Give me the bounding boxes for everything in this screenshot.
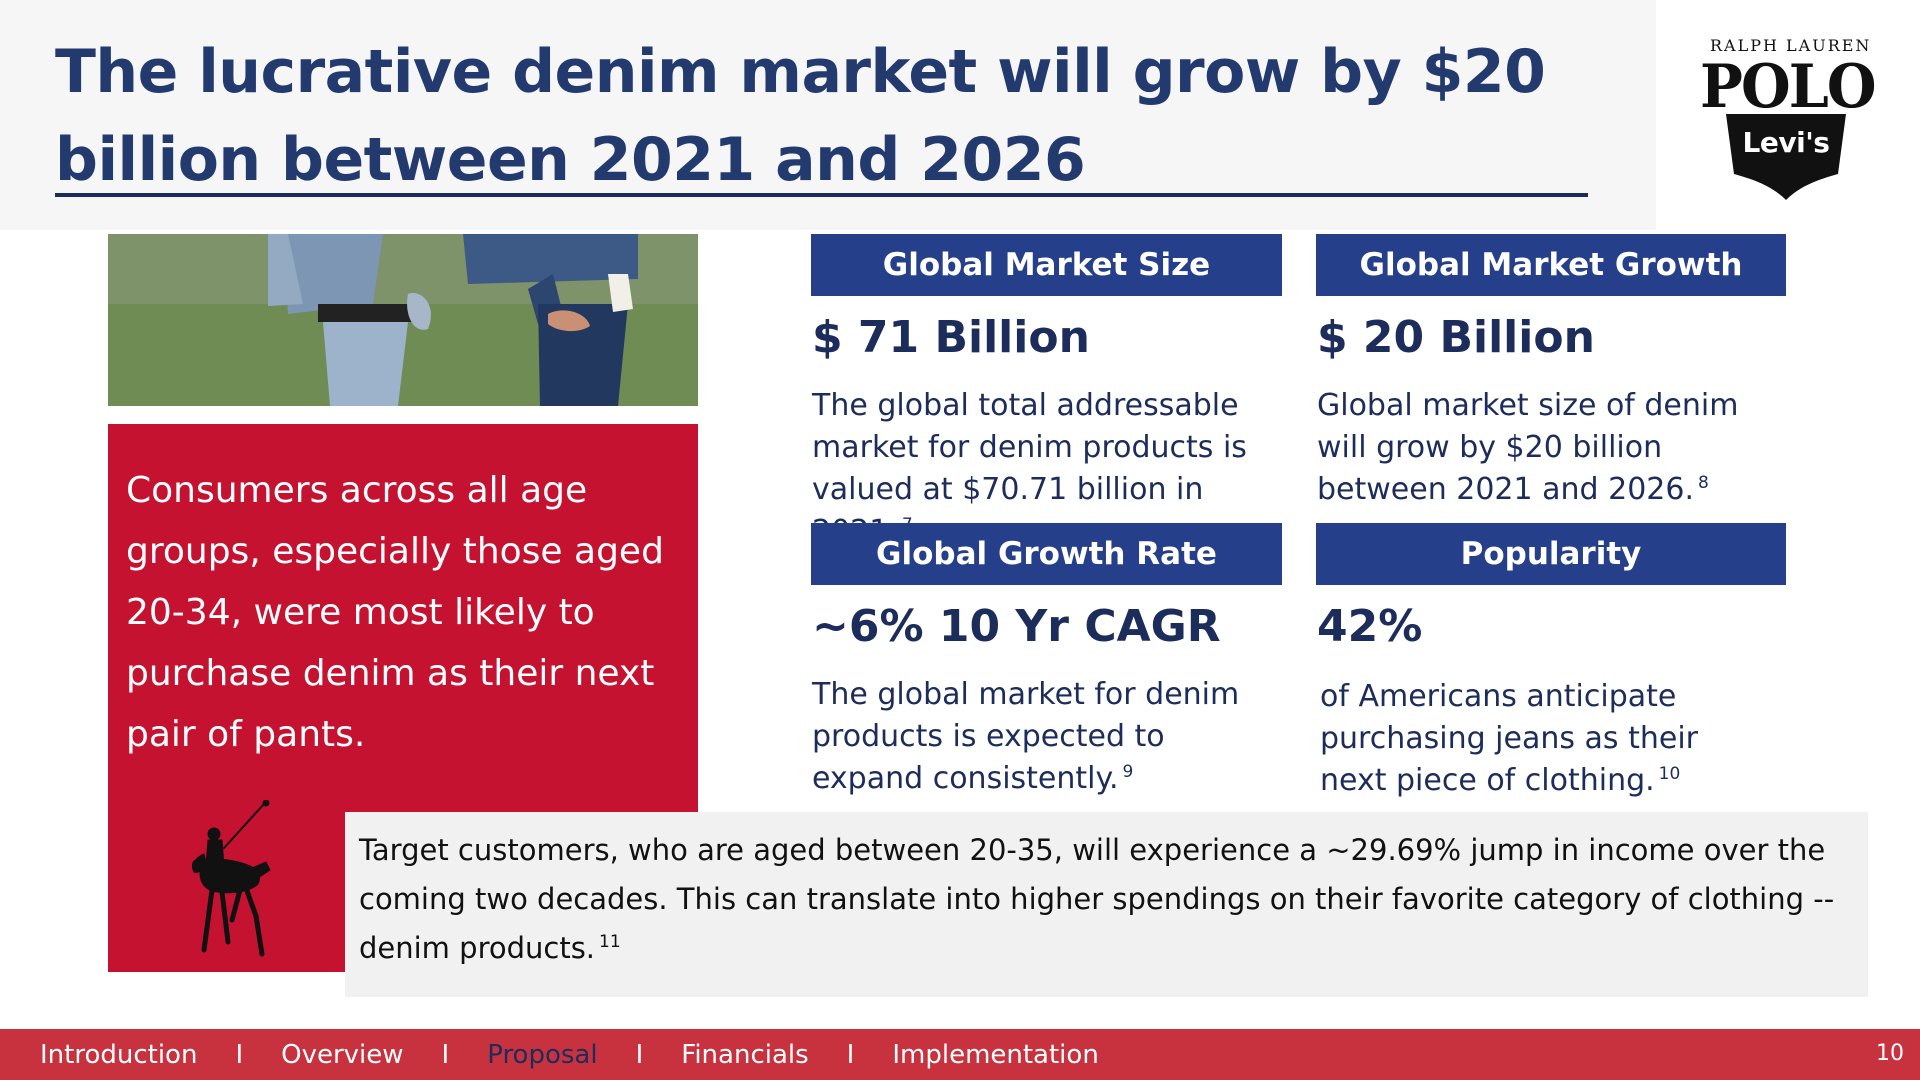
footnote-marker: 8 xyxy=(1698,473,1709,493)
denim-couple-photo xyxy=(108,234,698,406)
nav-overview[interactable]: Overview xyxy=(281,1039,404,1070)
nav-separator: I xyxy=(235,1039,244,1070)
page-number: 10 xyxy=(1876,1041,1904,1066)
stat-desc-text: Global market size of denim will grow by… xyxy=(1317,388,1739,507)
nav-separator: I xyxy=(846,1039,855,1070)
stat-desc-market-growth: Global market size of denim will grow by… xyxy=(1317,385,1797,511)
stat-value-popularity: 42% xyxy=(1317,601,1423,652)
photo-illustration xyxy=(108,234,698,406)
logo-polo-text: POLO xyxy=(1700,52,1877,122)
consumer-insight-text: Consumers across all age groups, especia… xyxy=(126,470,664,755)
stat-header-market-growth: Global Market Growth xyxy=(1316,234,1786,296)
slide-title: The lucrative denim market will grow by … xyxy=(55,37,1546,195)
polo-player-icon xyxy=(192,800,271,957)
footnote-marker: 10 xyxy=(1658,764,1681,784)
logo-ralph-lauren-text: RALPH LAUREN xyxy=(1710,36,1872,55)
footer-nav-bar: Introduction I Overview I Proposal I Fin… xyxy=(0,1029,1920,1080)
stat-desc-text: of Americans anticipate purchasing jeans… xyxy=(1320,679,1698,798)
stat-value-market-growth: $ 20 Billion xyxy=(1317,312,1595,363)
stat-value-market-size: $ 71 Billion xyxy=(812,312,1090,363)
target-customer-text: Target customers, who are aged between 2… xyxy=(359,826,1859,973)
polo-levis-logo: RALPH LAUREN POLO Levi's xyxy=(1690,30,1885,200)
stat-value-growth-rate: ~6% 10 Yr CAGR xyxy=(812,601,1221,652)
title-underline xyxy=(55,193,1588,197)
stat-desc-text: The global market for denim products is … xyxy=(812,677,1240,796)
stat-header-market-size: Global Market Size xyxy=(811,234,1282,296)
stat-desc-popularity: of Americans anticipate purchasing jeans… xyxy=(1320,676,1760,802)
nav-separator: I xyxy=(441,1039,450,1070)
stat-header-growth-rate: Global Growth Rate xyxy=(811,523,1282,585)
footnote-marker: 9 xyxy=(1122,762,1134,782)
nav-implementation[interactable]: Implementation xyxy=(892,1039,1099,1070)
stat-desc-growth-rate: The global market for denim products is … xyxy=(812,674,1272,800)
callout-text: Target customers, who are aged between 2… xyxy=(359,833,1835,965)
title-band xyxy=(0,0,1656,230)
nav-financials[interactable]: Financials xyxy=(681,1039,809,1070)
stat-header-popularity: Popularity xyxy=(1316,523,1786,585)
stat-desc-market-size: The global total addressable market for … xyxy=(812,385,1292,553)
stat-desc-text: The global total addressable market for … xyxy=(812,388,1247,549)
levis-batwing-icon xyxy=(1726,114,1846,200)
nav-separator: I xyxy=(635,1039,644,1070)
nav-introduction[interactable]: Introduction xyxy=(40,1039,198,1070)
footnote-marker: 11 xyxy=(599,932,621,953)
nav-proposal[interactable]: Proposal xyxy=(487,1039,598,1070)
target-customer-callout xyxy=(345,812,1868,997)
logo-levis-text: Levi's xyxy=(1742,126,1830,159)
